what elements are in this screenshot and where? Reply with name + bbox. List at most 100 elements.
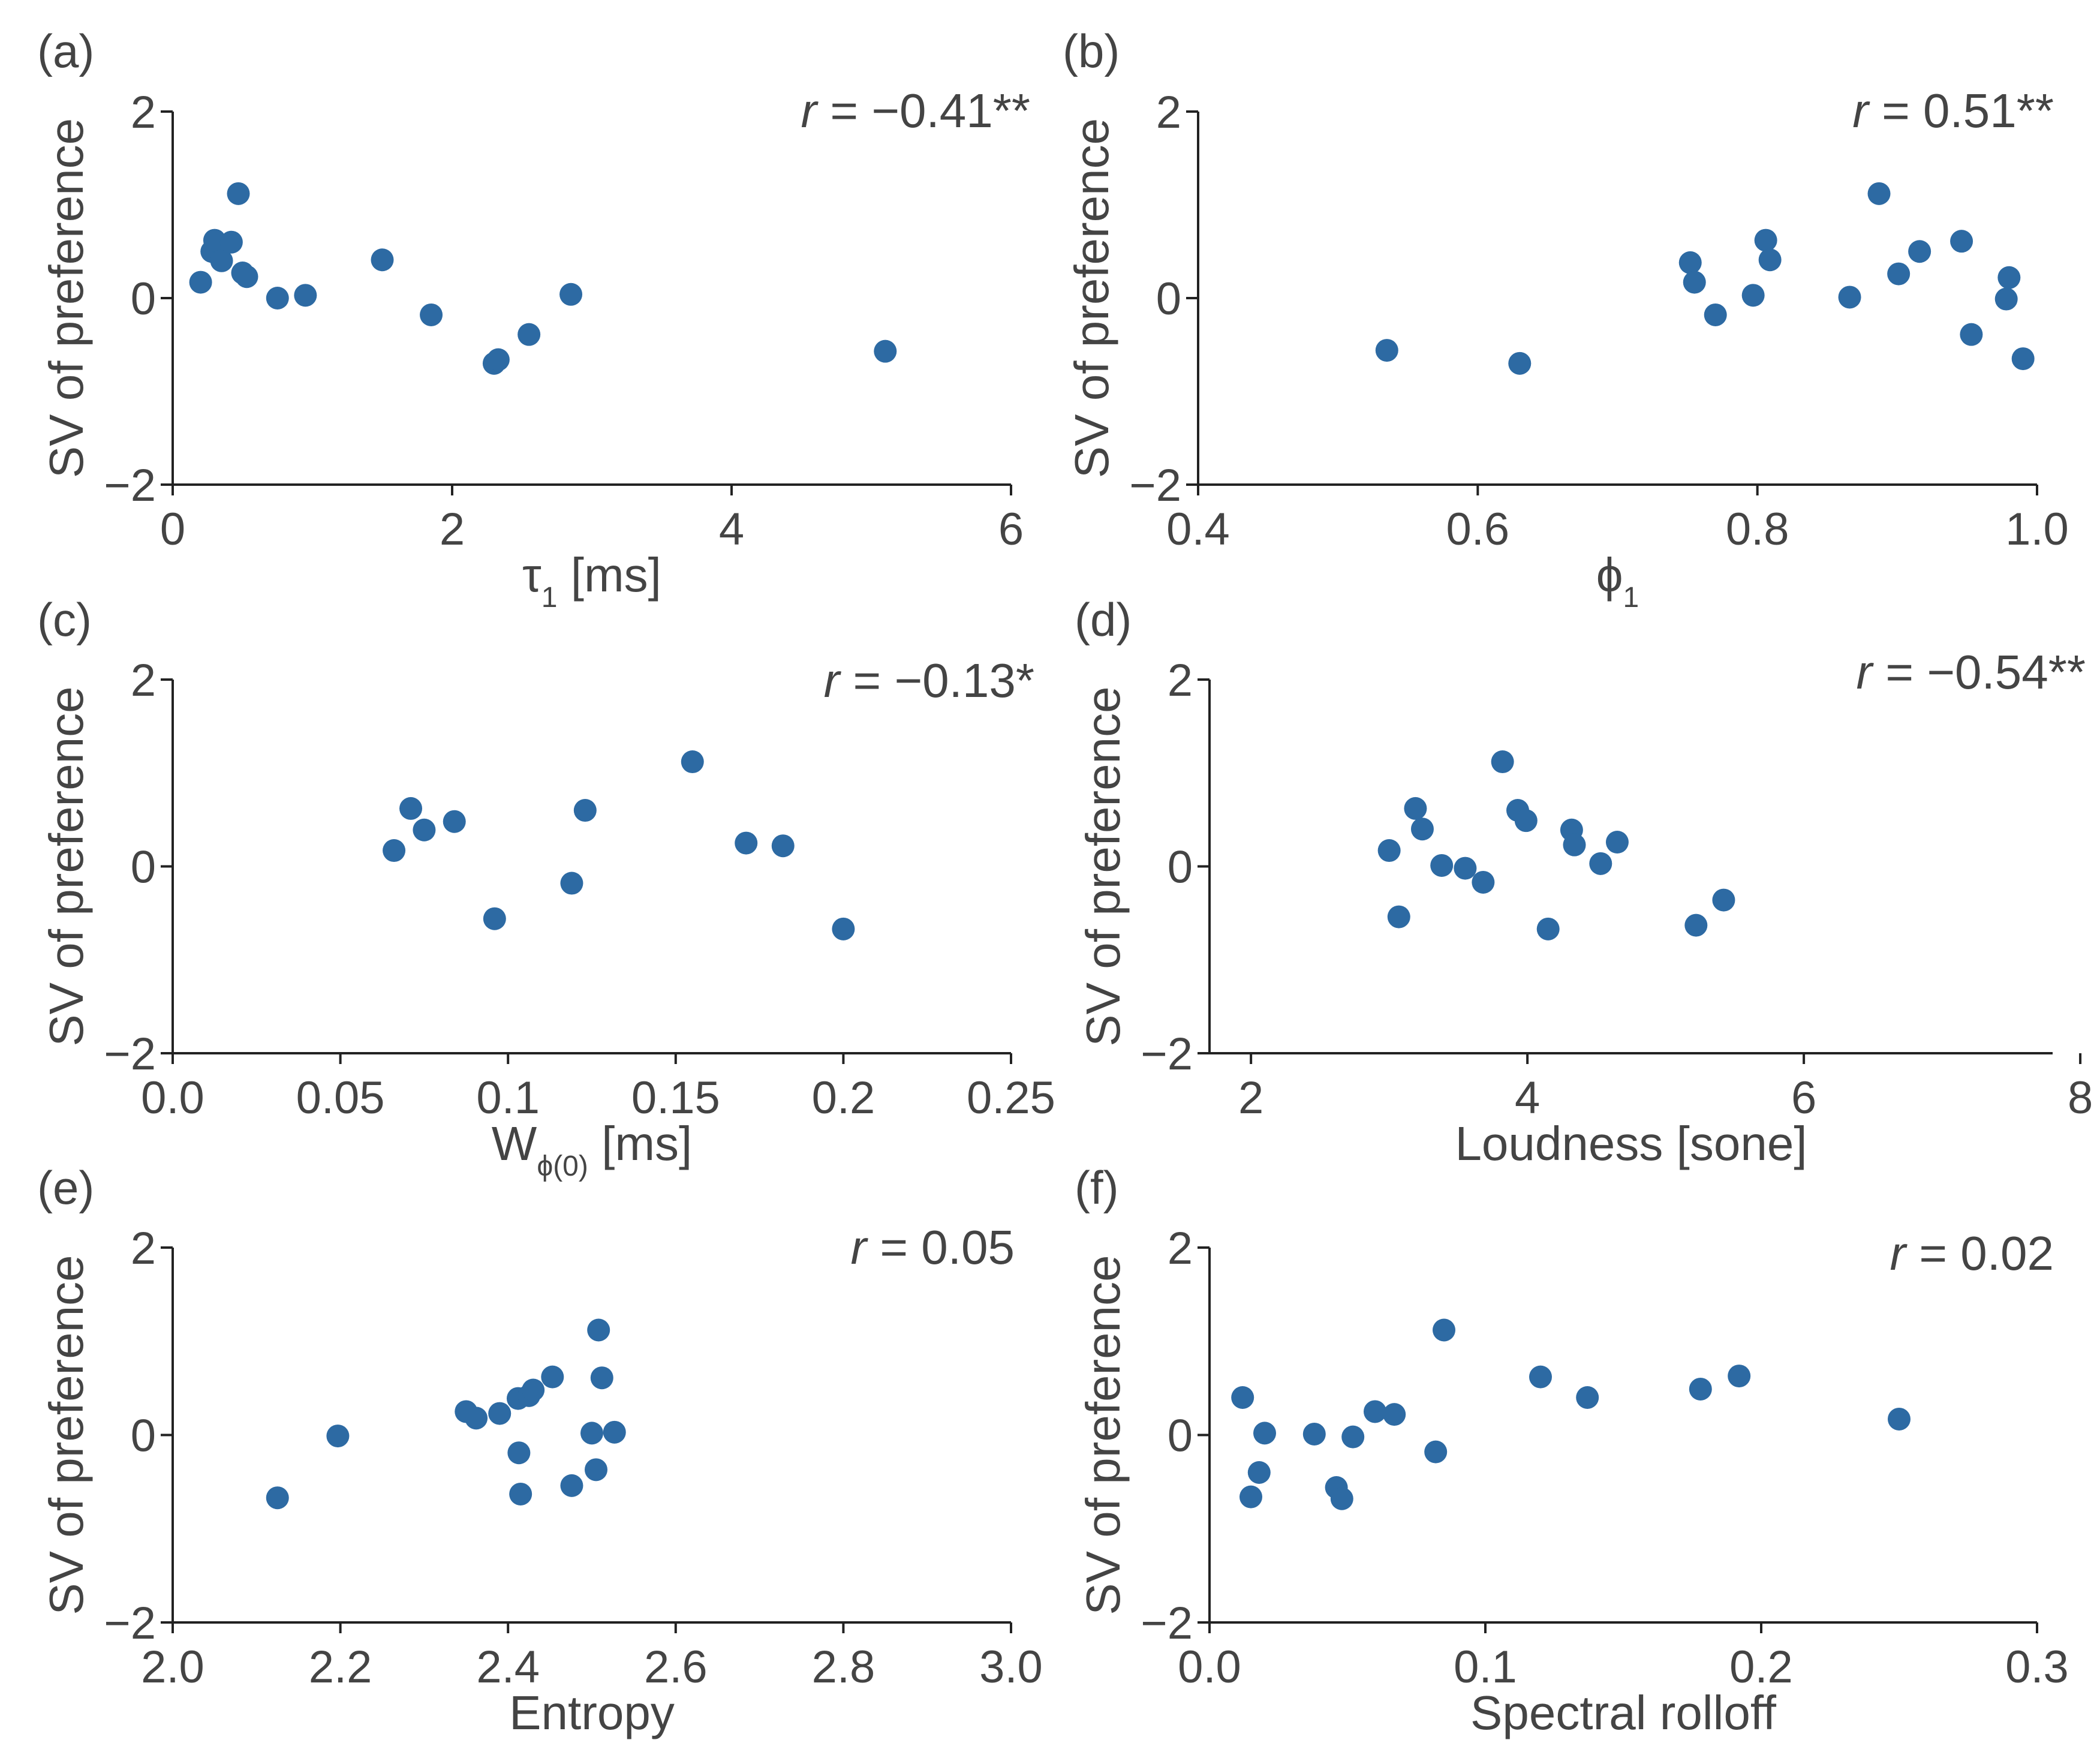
- x-axis-label: τ1 [ms]: [522, 548, 661, 614]
- y-tick-label: 2: [131, 1223, 156, 1274]
- data-point: [420, 303, 443, 326]
- data-point: [1867, 182, 1891, 205]
- x-tick-label: 0.2: [1729, 1642, 1793, 1693]
- x-tick-label: 0.0: [141, 1072, 204, 1123]
- y-tick-label: 0: [1156, 274, 1181, 324]
- data-point: [1960, 323, 1983, 346]
- y-tick-label: 0: [131, 1411, 156, 1462]
- y-axis-label: SV of preference: [40, 118, 93, 478]
- data-point: [1758, 248, 1782, 272]
- data-point: [832, 917, 855, 940]
- data-point: [413, 818, 436, 842]
- data-point: [210, 249, 233, 272]
- data-point: [1888, 1407, 1911, 1431]
- data-point: [559, 283, 583, 306]
- data-point: [771, 834, 795, 858]
- data-point: [1430, 854, 1454, 877]
- y-tick-label: −2: [104, 1598, 156, 1649]
- data-point: [590, 1366, 613, 1390]
- data-point: [1704, 303, 1727, 326]
- y-tick-label: 2: [1168, 655, 1193, 706]
- data-point: [1589, 852, 1612, 875]
- data-point: [560, 872, 583, 895]
- x-tick-label: 6: [1791, 1072, 1816, 1123]
- x-tick-label: 2: [440, 504, 465, 555]
- x-tick-label: 0.6: [1446, 504, 1510, 555]
- data-point: [1684, 913, 1708, 937]
- data-point: [1253, 1422, 1276, 1445]
- data-point: [1529, 1365, 1552, 1389]
- y-tick-label: 2: [131, 655, 156, 706]
- data-point: [1424, 1440, 1448, 1464]
- x-axis-label: Entropy: [509, 1686, 675, 1739]
- data-point: [1997, 266, 2021, 289]
- data-point: [1387, 905, 1410, 928]
- data-point: [1689, 1377, 1712, 1401]
- data-point: [507, 1441, 531, 1465]
- data-point: [1605, 831, 1629, 854]
- y-axis-label: SV of preference: [1076, 1255, 1130, 1615]
- correlation-label: r = 0.05: [850, 1221, 1015, 1274]
- panel-b: −2 0 2 0.4 0.6 0.8 1.0 SV of preference ϕ1 (b) r =…: [1063, 25, 2069, 614]
- y-tick-label: 0: [1168, 1411, 1193, 1462]
- x-tick-label: 0.0: [1178, 1642, 1241, 1693]
- data-point: [294, 284, 317, 307]
- data-point: [1908, 240, 1931, 263]
- correlation-label: r = −0.54**: [1857, 645, 2086, 699]
- data-point: [488, 1402, 512, 1425]
- data-point: [219, 230, 243, 254]
- panel-label: (b): [1063, 25, 1120, 77]
- data-point: [522, 1378, 545, 1402]
- data-point: [383, 839, 406, 863]
- y-tick-label: −2: [104, 460, 156, 511]
- data-point: [1239, 1485, 1262, 1508]
- data-point: [189, 271, 212, 294]
- x-tick-label: 0.2: [812, 1072, 875, 1123]
- x-tick-label: 1.0: [2005, 504, 2069, 555]
- data-point: [587, 1318, 610, 1342]
- panel-f: −2 0 2 0.0 0.1 0.2 0.3 SV of preference Spectral…: [1075, 1161, 2069, 1739]
- x-tick-label: 2.0: [141, 1642, 204, 1693]
- data-point: [681, 750, 704, 774]
- data-point: [266, 1486, 289, 1510]
- y-tick-label: 2: [131, 87, 156, 138]
- data-point: [266, 287, 289, 309]
- data-point: [1302, 1422, 1326, 1446]
- x-tick-label: 2: [1238, 1072, 1263, 1123]
- data-point: [874, 339, 897, 363]
- panel-label: (d): [1075, 593, 1132, 646]
- data-point: [1514, 809, 1538, 833]
- x-axis-label: Wϕ(0) [ms]: [492, 1117, 692, 1182]
- y-axis-label: SV of preference: [40, 1255, 93, 1615]
- data-point: [1683, 271, 1706, 294]
- y-tick-label: 2: [1156, 87, 1181, 138]
- panel-label: (c): [37, 593, 92, 646]
- data-point: [1741, 284, 1765, 307]
- data-point: [1994, 287, 2018, 311]
- x-tick-label: 4: [1515, 1072, 1540, 1123]
- data-point: [1375, 339, 1398, 362]
- data-point: [1536, 917, 1560, 940]
- data-point: [573, 799, 597, 822]
- y-tick-label: −2: [1129, 460, 1181, 511]
- data-point: [580, 1422, 603, 1445]
- data-point: [371, 248, 394, 272]
- x-tick-label: 8: [2068, 1072, 2093, 1123]
- data-point: [735, 831, 758, 855]
- x-tick-label: 0.15: [631, 1072, 720, 1123]
- panel-label: (a): [37, 25, 94, 77]
- panel-c: −2 0 2 0.0 0.05 0.1 0.15 0.2 0.25 SV of preferenc…: [37, 593, 1055, 1182]
- data-point: [227, 182, 250, 205]
- data-point: [1383, 1403, 1406, 1426]
- data-point: [483, 907, 506, 930]
- x-tick-label: 0.4: [1166, 504, 1230, 555]
- correlation-label: r = −0.13*: [824, 654, 1034, 707]
- x-tick-label: 0.25: [967, 1072, 1055, 1123]
- data-point: [399, 797, 423, 820]
- x-tick-label: 3.0: [979, 1642, 1043, 1693]
- data-point: [1838, 286, 1861, 309]
- panel-label: (f): [1075, 1161, 1119, 1214]
- y-tick-label: 2: [1168, 1223, 1193, 1274]
